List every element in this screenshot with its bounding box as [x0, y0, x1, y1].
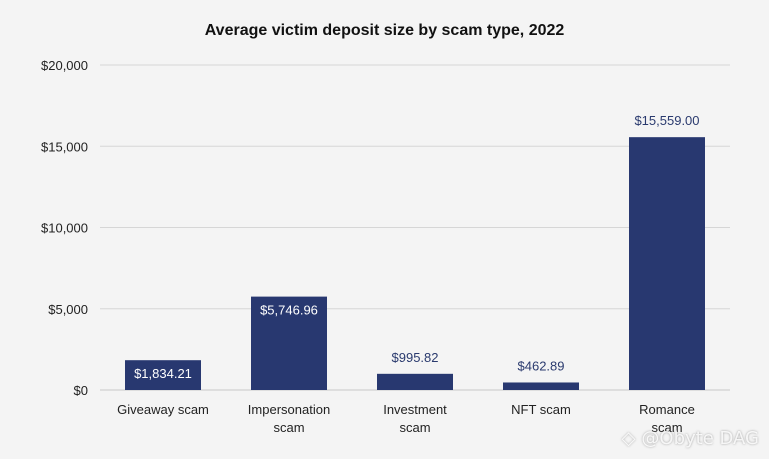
- data-label: $15,559.00: [634, 113, 699, 128]
- x-tick-label: Investment: [383, 402, 447, 417]
- data-label: $462.89: [518, 358, 565, 373]
- chart-title: Average victim deposit size by scam type…: [204, 22, 565, 39]
- x-tick-label: Giveaway scam: [117, 402, 209, 417]
- bar: [251, 296, 327, 390]
- watermark-text: @Obyte DAG: [641, 428, 759, 449]
- x-tick-label: NFT scam: [511, 402, 571, 417]
- x-tick-label: scam: [399, 420, 430, 435]
- data-label: $995.82: [392, 350, 439, 365]
- data-label: $1,834.21: [134, 366, 192, 381]
- bar: [125, 360, 201, 390]
- bar: [377, 373, 453, 390]
- x-tick-label: scam: [273, 420, 304, 435]
- y-tick-label: $20,000: [41, 58, 88, 73]
- obyte-logo-icon: ◇: [621, 428, 636, 449]
- watermark: ◇ @Obyte DAG: [622, 428, 759, 449]
- y-tick-label: $5,000: [48, 302, 88, 317]
- y-tick-label: $0: [74, 383, 88, 398]
- bar: [629, 137, 705, 390]
- y-tick-label: $10,000: [41, 221, 88, 236]
- data-label: $5,746.96: [260, 303, 318, 318]
- x-tick-label: scam: [651, 420, 682, 435]
- x-tick-label: Impersonation: [248, 402, 330, 417]
- y-tick-label: $15,000: [41, 139, 88, 154]
- x-tick-label: Romance: [639, 402, 695, 417]
- bar: [503, 382, 579, 390]
